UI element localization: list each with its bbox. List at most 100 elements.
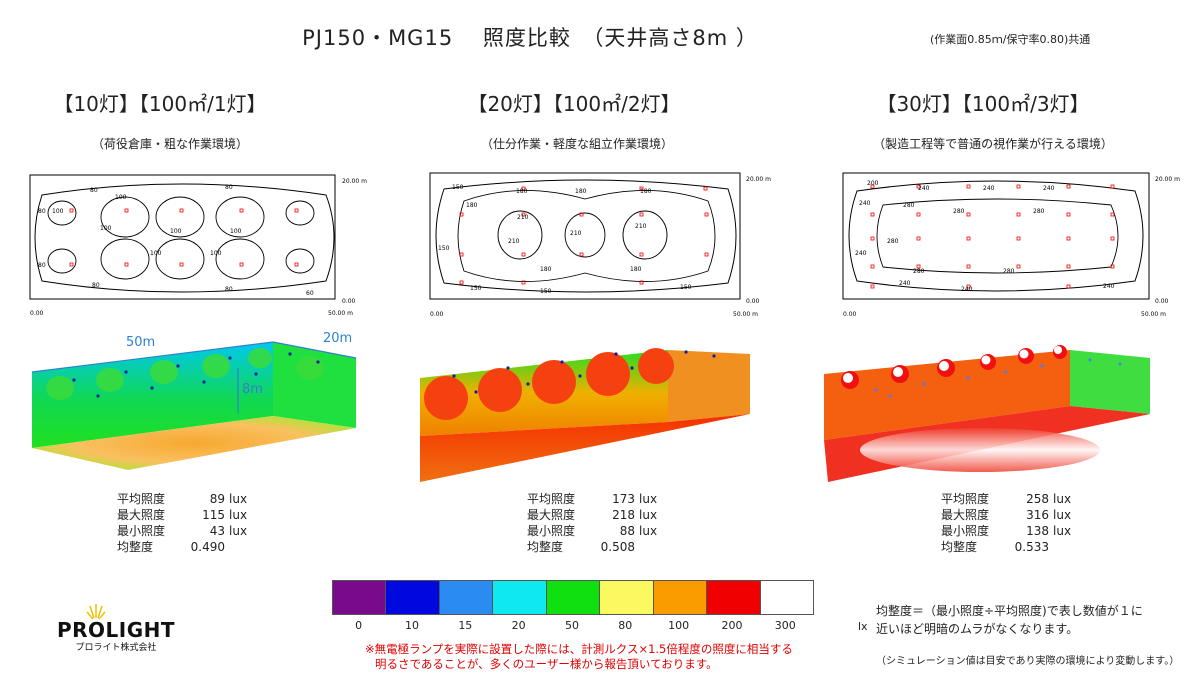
contour-label: 180 [466, 202, 478, 209]
contour-label: 150 [540, 288, 552, 295]
iso-view-10: 50m 20m 8m [18, 328, 368, 482]
plan-view-20: 150 180 180 180 180 210 210 210 210 150 … [429, 172, 771, 327]
plan-y-bottom: 0.00 [746, 298, 760, 305]
contour-label: 100 [170, 228, 182, 235]
legend-swatch [439, 581, 494, 614]
plan-y-bottom: 0.00 [1155, 298, 1169, 305]
contour-label: 180 [640, 188, 652, 195]
legend-label: 100 [668, 619, 690, 632]
col2-subheading: （仕分作業・軽度な組立作業環境） [480, 137, 673, 151]
legend-swatch [333, 581, 387, 614]
plan-y-bottom: 0.00 [342, 298, 356, 305]
legend-swatch [653, 581, 708, 614]
contour-label: 280 [1033, 208, 1045, 215]
simulation-note: （シミュレーション値は目安であり実際の環境により変動します。） [876, 656, 1180, 667]
contour-label: 80 [92, 282, 100, 289]
prolight-logo: PROLIGHT プロライト株式会社 [57, 604, 176, 653]
contour-label: 180 [575, 188, 587, 195]
legend-swatch [493, 581, 547, 614]
iso-view-20 [416, 336, 756, 490]
contour-label: 150 [470, 285, 482, 292]
logo-sub: プロライト株式会社 [75, 643, 157, 653]
legend-label: 80 [618, 619, 633, 632]
contour-label: 240 [899, 280, 911, 287]
legend-swatch [707, 581, 761, 614]
plan-y-top: 20.00 m [342, 178, 367, 185]
contour-label: 80 [90, 187, 98, 194]
col3-heading: 【30灯】【100㎡/3灯】 [876, 92, 1090, 116]
contour-label: 240 [983, 185, 995, 192]
legend-swatch [386, 581, 440, 614]
legend-labels: 0 10 15 20 50 80 100 200 300 [332, 619, 812, 632]
condition-note: (作業面0.85ｍ/保守率0.80)共通 [930, 33, 1091, 46]
legend-label: 15 [458, 619, 473, 632]
contour-label: 240 [918, 185, 930, 192]
contour-label: 240 [859, 200, 871, 207]
contour-label: 100 [52, 208, 64, 215]
contour-label: 100 [100, 225, 112, 232]
red-note: ※無電極ランプを実際に設置した際には、計測ルクス×1.5倍程度の照度に相当する … [365, 642, 793, 671]
plan-x-left: 0.00 [430, 311, 444, 318]
contour-label: 280 [913, 268, 925, 275]
plan-y-top: 20.00 m [746, 176, 771, 183]
dim-height: 8m [242, 382, 263, 397]
contour-label: 210 [508, 238, 520, 245]
contour-label: 280 [953, 208, 965, 215]
contour-label: 210 [570, 230, 582, 237]
contour-label: 200 [867, 180, 879, 187]
contour-label: 80 [225, 184, 233, 191]
dim-length: 50m [126, 335, 155, 350]
contour-label: 280 [903, 202, 915, 209]
plan-view-30: 200 240 240 240 240 280 280 280 280 240 … [842, 172, 1183, 327]
contour-label: 180 [516, 188, 528, 195]
legend-swatch [600, 581, 654, 614]
contour-label: 150 [452, 184, 464, 191]
contour-label: 80 [225, 286, 233, 293]
col2-heading: 【20灯】【100㎡/2灯】 [467, 92, 681, 116]
legend-label: 0 [355, 619, 363, 632]
contour-label: 100 [210, 250, 222, 257]
contour-label: 100 [150, 250, 162, 257]
contour-label: 240 [1043, 185, 1055, 192]
legend-label: 300 [774, 619, 796, 632]
stats-30: 平均照度 258 lux 最大照度 316 lux 最小照度 138 lux 均整度 0.53… [941, 492, 1072, 554]
contour-label: 210 [635, 223, 647, 230]
plan-x-left: 0.00 [30, 310, 44, 317]
contour-label: 240 [961, 286, 973, 293]
legend-label: 20 [511, 619, 526, 632]
legend-label: 200 [721, 619, 743, 632]
contour-label: 180 [630, 266, 642, 273]
col1-subheading: （荷役倉庫・粗な作業環境） [91, 137, 248, 151]
contour-label: 180 [540, 266, 552, 273]
contour-label: 80 [38, 262, 46, 269]
contour-label: 60 [306, 290, 314, 297]
page-title: PJ150・MG15 照度比較 （天井高さ8m ） [302, 26, 758, 50]
legend-label: 50 [564, 619, 579, 632]
plan-x-right: 50.00 m [1141, 311, 1166, 318]
legend-label: 10 [404, 619, 419, 632]
plan-x-left: 0.00 [843, 311, 857, 318]
iso-view-30 [820, 336, 1160, 490]
contour-label: 280 [1003, 268, 1015, 275]
color-legend [332, 580, 814, 615]
plan-x-right: 50.00 m [328, 310, 353, 317]
plan-x-right: 50.00 m [733, 311, 758, 318]
legend-swatch [546, 581, 601, 614]
contour-label: 210 [517, 214, 529, 221]
contour-label: 240 [855, 250, 867, 257]
col3-subheading: （製造工程等で普通の視作業が行える環境） [873, 137, 1113, 151]
dim-width: 20m [323, 331, 352, 346]
stats-10: 平均照度 89 lux 最大照度 115 lux 最小照度 43 lux 均整度 0.490 [117, 492, 248, 554]
plan-view-10: 80 80 80 100 100 100 100 100 100 100 80 … [29, 174, 370, 329]
contour-label: 150 [680, 284, 692, 291]
legend-unit: lx [858, 620, 868, 633]
contour-label: 100 [230, 228, 242, 235]
contour-label: 80 [38, 208, 46, 215]
uniformity-note: 均整度＝（最小照度÷平均照度)で表し数値が１に 近いほど明暗のムラがなくなります… [876, 604, 1143, 636]
logo-name: PROLIGHT [57, 618, 176, 642]
legend-swatch [760, 581, 813, 614]
plan-y-top: 20.00 m [1155, 176, 1180, 183]
col1-heading: 【10灯】【100㎡/1灯】 [53, 92, 267, 116]
contour-label: 280 [887, 238, 899, 245]
stats-20: 平均照度 173 lux 最大照度 218 lux 最小照度 88 lux 均整度 0.508 [527, 492, 658, 554]
